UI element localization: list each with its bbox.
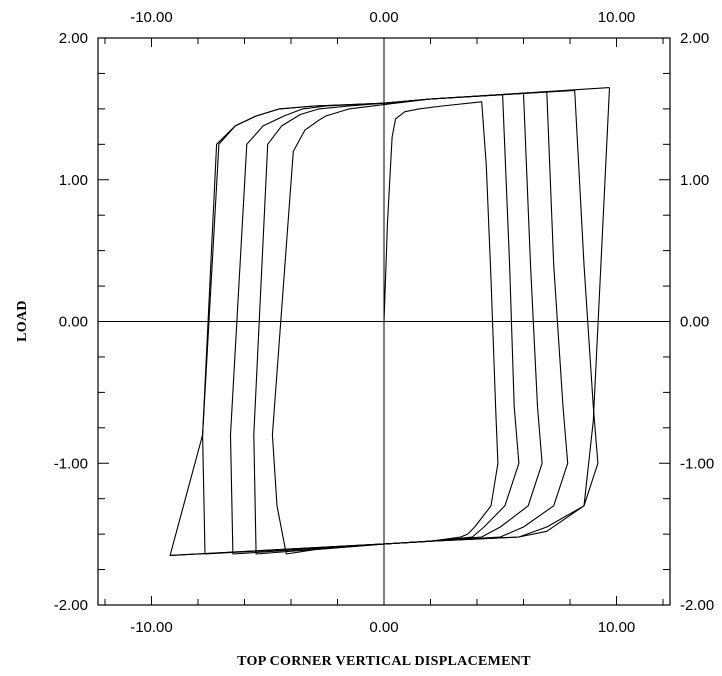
y-tick-label-left: 0.00 — [59, 314, 88, 331]
x-axis-title: TOP CORNER VERTICAL DISPLACEMENT — [237, 654, 531, 669]
x-tick-label-bottom: 0.00 — [369, 619, 398, 636]
y-tick-label-left: 2.00 — [59, 30, 88, 47]
x-tick-label-top: 0.00 — [369, 9, 398, 26]
axis-ticks — [98, 37, 670, 606]
y-tick-label-left: 1.00 — [59, 172, 88, 189]
x-tick-label-bottom: 10.00 — [598, 619, 636, 636]
x-tick-label-top: -10.00 — [130, 9, 173, 26]
series-line-4 — [202, 89, 575, 555]
y-tick-label-right: 0.00 — [680, 314, 709, 331]
tick-labels: -10.00 -10.00 0.00 0.00 10.00 10.00 -2.00 -2.00… — [54, 9, 714, 636]
y-tick-label-right: 1.00 — [680, 172, 709, 189]
y-tick-label-left: -2.00 — [54, 597, 88, 614]
series-line-1 — [271, 94, 503, 555]
x-tick-label-top: 10.00 — [598, 9, 636, 26]
series-lines — [169, 87, 611, 556]
y-tick-label-right: 2.00 — [680, 30, 709, 47]
y-tick-label-right: -2.00 — [680, 597, 714, 614]
series-line-3 — [229, 91, 547, 555]
series-line-6 — [170, 87, 611, 556]
x-tick-label-bottom: -10.00 — [130, 619, 173, 636]
series-line-2 — [253, 92, 524, 555]
y-tick-label-left: -1.00 — [54, 455, 88, 472]
y-tick-label-right: -1.00 — [680, 455, 714, 472]
y-axis-title: LOAD — [15, 300, 30, 342]
